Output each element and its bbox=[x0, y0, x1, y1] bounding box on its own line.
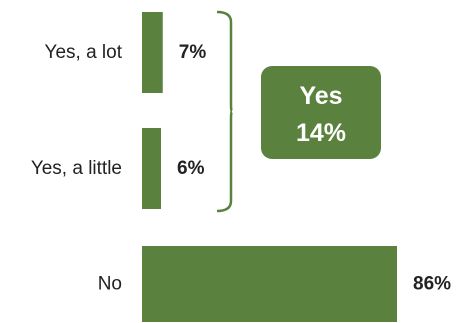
value-label-yes-a-little: 6% bbox=[177, 158, 205, 179]
summary-value: 14% bbox=[296, 119, 346, 147]
category-label-yes-a-little: Yes, a little bbox=[31, 158, 122, 179]
category-label-yes-a-lot: Yes, a lot bbox=[45, 42, 123, 63]
summary-box bbox=[261, 66, 381, 159]
summary-layer: Yes 14% bbox=[216, 10, 381, 213]
labels-layer: Yes, a lot 7% Yes, a little 6% No 86% bbox=[31, 42, 451, 295]
group-bracket bbox=[216, 10, 233, 213]
bar-yes-a-lot bbox=[142, 12, 163, 93]
bars-layer bbox=[142, 12, 397, 322]
value-label-yes-a-lot: 7% bbox=[179, 42, 207, 63]
summary-title: Yes bbox=[299, 82, 342, 110]
bar-no bbox=[142, 246, 397, 322]
category-label-no: No bbox=[98, 274, 122, 295]
bar-yes-a-little bbox=[142, 128, 161, 209]
value-label-no: 86% bbox=[413, 274, 451, 295]
